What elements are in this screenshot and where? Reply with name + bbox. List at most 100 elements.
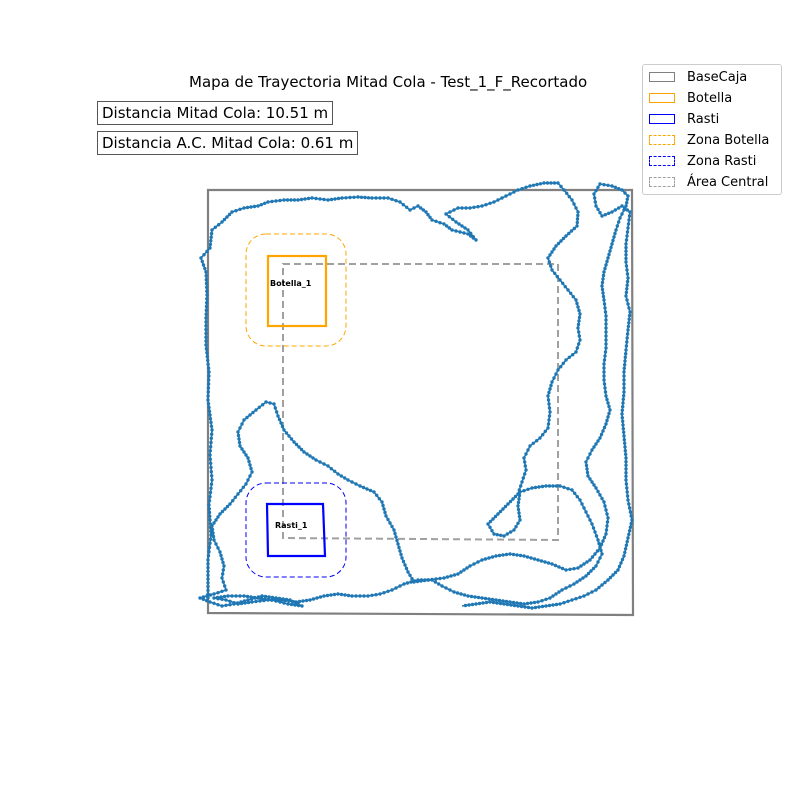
- trajectory-point: [356, 195, 360, 199]
- trajectory-point: [486, 522, 490, 526]
- trajectory-point: [270, 595, 275, 600]
- trajectory-point: [483, 557, 488, 561]
- trajectory-point: [491, 600, 496, 605]
- trajectory-point: [208, 413, 212, 417]
- trajectory-point: [492, 532, 496, 536]
- trajectory-point: [277, 596, 282, 601]
- trajectory-point: [204, 281, 209, 286]
- trajectory-point: [621, 423, 625, 427]
- trajectory-point: [434, 577, 438, 581]
- trajectory-point: [220, 557, 224, 561]
- trajectory-point: [214, 518, 218, 522]
- trajectory-point: [497, 598, 502, 603]
- trajectory-point: [232, 602, 236, 606]
- trajectory-point: [206, 366, 211, 370]
- trajectory-point: [558, 278, 562, 282]
- trajectory-point: [503, 504, 508, 509]
- trajectory-point: [624, 242, 628, 246]
- trajectory-point: [484, 203, 488, 207]
- trajectory-point: [250, 470, 254, 474]
- trajectory-point: [623, 206, 627, 210]
- trajectory-point: [532, 557, 537, 561]
- trajectory-point: [394, 535, 398, 539]
- trajectory-point: [623, 550, 627, 555]
- trajectory-point: [204, 327, 208, 332]
- trajectory-point: [523, 472, 527, 476]
- trajectory-point: [627, 321, 631, 325]
- trajectory-point: [422, 578, 427, 583]
- trajectory-point: [205, 293, 209, 297]
- trajectory-point: [622, 430, 626, 434]
- trajectory-point: [624, 348, 628, 352]
- trajectory-point: [394, 199, 398, 203]
- trajectory-point: [601, 273, 606, 278]
- trajectory-point: [398, 549, 402, 553]
- trajectory-point: [561, 281, 565, 285]
- trajectory-point: [620, 557, 625, 562]
- trajectory-point: [551, 484, 555, 488]
- trajectory-point: [386, 589, 390, 593]
- trajectory-point: [254, 599, 258, 604]
- trajectory-point: [576, 566, 580, 570]
- trajectory-point: [623, 191, 627, 195]
- trajectory-point: [626, 536, 630, 540]
- trajectory-point: [603, 390, 608, 394]
- trajectory-point: [329, 467, 333, 471]
- trajectory-point: [393, 531, 397, 536]
- trajectory-point: [595, 549, 600, 553]
- trajectory-point: [604, 314, 608, 318]
- trajectory-point: [210, 474, 214, 478]
- trajectory-point: [602, 374, 606, 378]
- trajectory-point: [472, 562, 476, 566]
- trajectory-point: [550, 250, 554, 254]
- trajectory-point: [226, 594, 230, 598]
- trajectory-point: [626, 276, 630, 280]
- trajectory-point: [602, 270, 606, 274]
- trajectory: [198, 181, 634, 610]
- trajectory-point: [547, 414, 552, 418]
- trajectory-point: [522, 554, 526, 558]
- trajectory-point: [546, 394, 550, 398]
- trajectory-point: [213, 225, 217, 229]
- trajectory-point: [617, 564, 622, 569]
- trajectory-point: [287, 434, 291, 438]
- trajectory-point: [208, 514, 212, 518]
- ac-distance-box: Distancia A.C. Mitad Cola: 0.61 m: [97, 131, 359, 155]
- trajectory-point: [569, 291, 573, 295]
- trajectory-point: [209, 239, 213, 243]
- trajectory-point: [517, 511, 521, 515]
- distance-box: Distancia Mitad Cola: 10.51 m: [97, 101, 334, 125]
- trajectory-point: [216, 591, 220, 595]
- trajectory-point: [544, 604, 548, 608]
- trajectory-point: [554, 484, 559, 488]
- trajectory-point: [596, 185, 600, 189]
- trajectory-point: [516, 504, 520, 508]
- trajectory-point: [358, 594, 362, 598]
- trajectory-point: [557, 590, 561, 594]
- trajectory-point: [531, 183, 536, 187]
- trajectory-point: [206, 382, 211, 386]
- trajectory-point: [210, 527, 215, 532]
- trajectory-point: [204, 274, 208, 278]
- trajectory-point: [204, 278, 208, 282]
- trajectory-point: [629, 514, 633, 518]
- trajectory-point: [434, 219, 438, 223]
- legend-label: Área Central: [687, 174, 769, 190]
- legend-item-rasti: Rasti: [643, 110, 719, 128]
- trajectory-point: [462, 593, 467, 597]
- trajectory-point: [600, 552, 604, 556]
- trajectory-point: [386, 517, 390, 522]
- trajectory-point: [603, 266, 607, 271]
- trajectory-point: [570, 198, 574, 202]
- trajectory-point: [575, 301, 579, 306]
- trajectory-point: [576, 322, 581, 327]
- trajectory-point: [224, 603, 228, 607]
- trajectory-point: [212, 538, 216, 542]
- trajectory-point: [560, 566, 565, 571]
- trajectory-point: [522, 456, 526, 460]
- trajectory-point: [548, 253, 552, 257]
- trajectory-point: [395, 538, 399, 543]
- trajectory-point: [602, 183, 606, 187]
- trajectory-point: [630, 518, 634, 522]
- trajectory-point: [604, 326, 608, 330]
